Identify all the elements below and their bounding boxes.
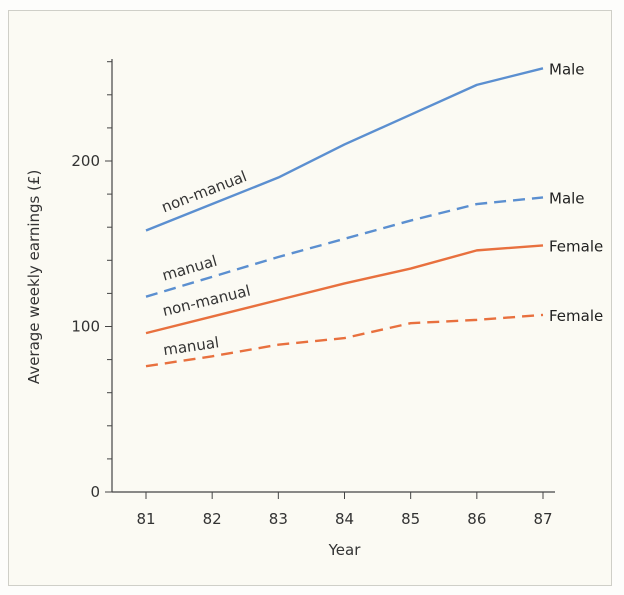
series-line-male-manual — [145, 196, 544, 298]
series-line-male-non-manual — [145, 67, 544, 232]
series-inline-label: manual — [160, 252, 219, 285]
y-axis-title: Average weekly earnings (£) — [25, 170, 43, 384]
x-axis-title: Year — [328, 541, 362, 559]
x-tick-label: 84 — [335, 510, 354, 528]
series-end-label: Male — [549, 60, 585, 78]
series-end-label: Female — [549, 237, 603, 255]
line-chart: 0 100 200 81 82 83 84 85 86 87 Male non-manual Male… — [25, 59, 603, 559]
y-tick-label: 100 — [71, 318, 100, 336]
series-lines — [145, 67, 544, 368]
x-tick-label: 85 — [401, 510, 420, 528]
chart-frame: 0 100 200 81 82 83 84 85 86 87 Male non-manual Male… — [8, 10, 612, 586]
series-end-label: Male — [549, 189, 585, 207]
series-end-label: Female — [549, 307, 603, 325]
y-tick-label: 0 — [90, 483, 100, 501]
series-line-female-manual — [145, 313, 544, 368]
series-line-female-non-manual — [145, 244, 544, 335]
x-tick-label: 87 — [533, 510, 552, 528]
x-tick-label: 81 — [136, 510, 155, 528]
y-tick-label: 200 — [71, 152, 100, 170]
axes: 0 100 200 81 82 83 84 85 86 87 — [71, 59, 555, 528]
x-tick-label: 83 — [269, 510, 288, 528]
x-tick-label: 82 — [203, 510, 222, 528]
series-inline-label: non-manual — [159, 167, 249, 216]
x-tick-label: 86 — [467, 510, 486, 528]
